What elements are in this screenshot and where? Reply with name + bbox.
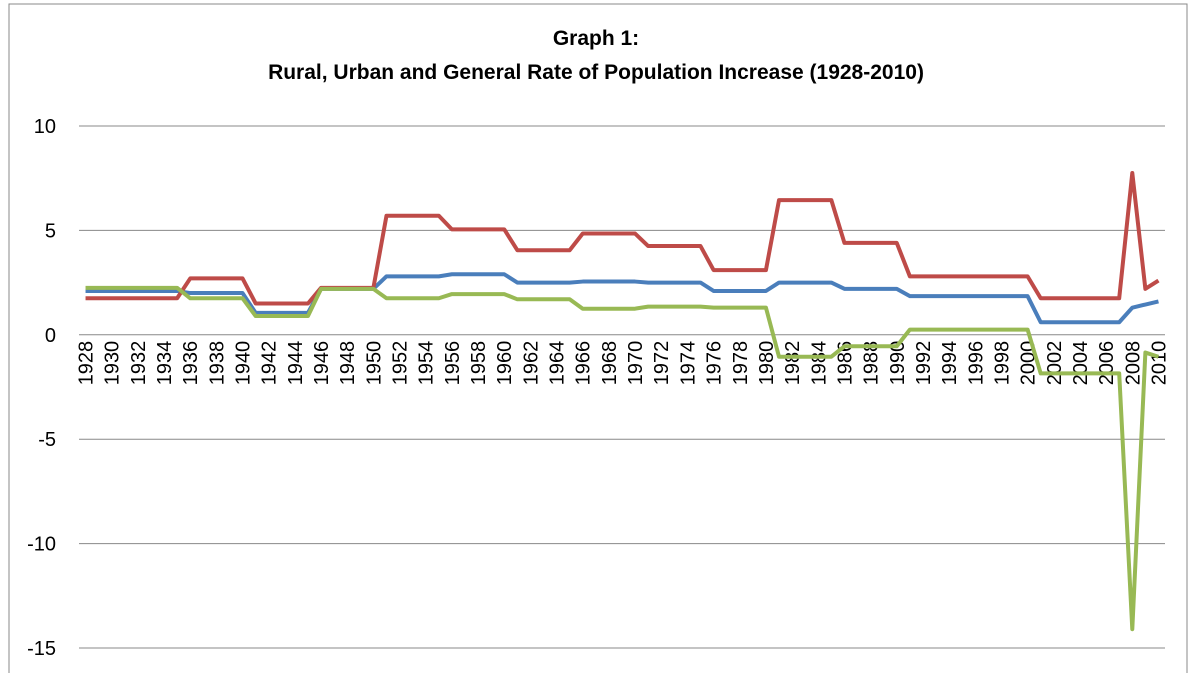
x-tick-label: 1968 [599,341,621,386]
x-tick-label: 1934 [154,341,176,386]
x-tick-label: 1994 [939,341,961,386]
x-tick-label: 1960 [494,341,516,386]
x-tick-label: 1928 [76,341,98,386]
data-line [85,272,1159,325]
x-tick-label: 1980 [756,341,778,386]
x-tick-label: 1946 [311,341,333,386]
x-tick-label: 1974 [677,341,699,386]
x-tick-label: 1984 [808,341,830,386]
x-tick-label: 1964 [547,341,569,386]
x-tick-label: 1950 [363,341,385,386]
x-tick-label: 1998 [991,341,1013,386]
x-tick-label: 1992 [913,341,935,386]
y-tick-label: -15 [27,638,56,660]
x-tick-label: 2008 [1122,341,1144,386]
y-tick-label: -10 [27,534,56,556]
x-tick-label: 2002 [1044,341,1066,386]
x-tick-label: 1948 [337,341,359,386]
x-tick-label: 1990 [887,341,909,386]
chart-frame [8,3,1188,673]
x-tick-label: 1956 [442,341,464,386]
data-line [85,170,1160,306]
x-tick-label: 1962 [520,341,542,386]
x-tick-label: 1930 [102,341,124,386]
chart-title: Rural, Urban and General Rate of Populat… [268,61,924,84]
x-tick-label: 1936 [180,341,202,386]
x-tick-label: 1938 [206,341,228,386]
y-tick-label: 0 [45,325,56,347]
x-tick-label: 2010 [1148,341,1170,386]
x-tick-label: 1982 [782,341,804,386]
x-tick-label: 1944 [285,341,307,386]
x-tick-label: 1978 [730,341,752,386]
x-tick-label: 1988 [861,341,883,386]
x-tick-label: 1932 [128,341,150,386]
y-tick-label: -5 [38,429,56,451]
x-tick-label: 1966 [573,341,595,386]
x-tick-label: 2004 [1070,341,1092,386]
x-tick-label: 1970 [625,341,647,386]
x-tick-label: 1958 [468,341,490,386]
x-tick-label: 2006 [1096,341,1118,386]
x-tick-label: 1952 [390,341,412,386]
x-tick-label: 1972 [651,341,673,386]
y-tick-label: 5 [45,220,56,242]
x-tick-label: 1996 [965,341,987,386]
x-tick-label: 1976 [704,341,726,386]
x-tick-label: 1942 [259,341,281,386]
y-tick-label: 10 [34,116,56,138]
data-line [85,285,1160,632]
x-tick-label: 1954 [416,341,438,386]
chart-title: Graph 1: [553,27,639,50]
x-tick-label: 1940 [233,341,255,386]
